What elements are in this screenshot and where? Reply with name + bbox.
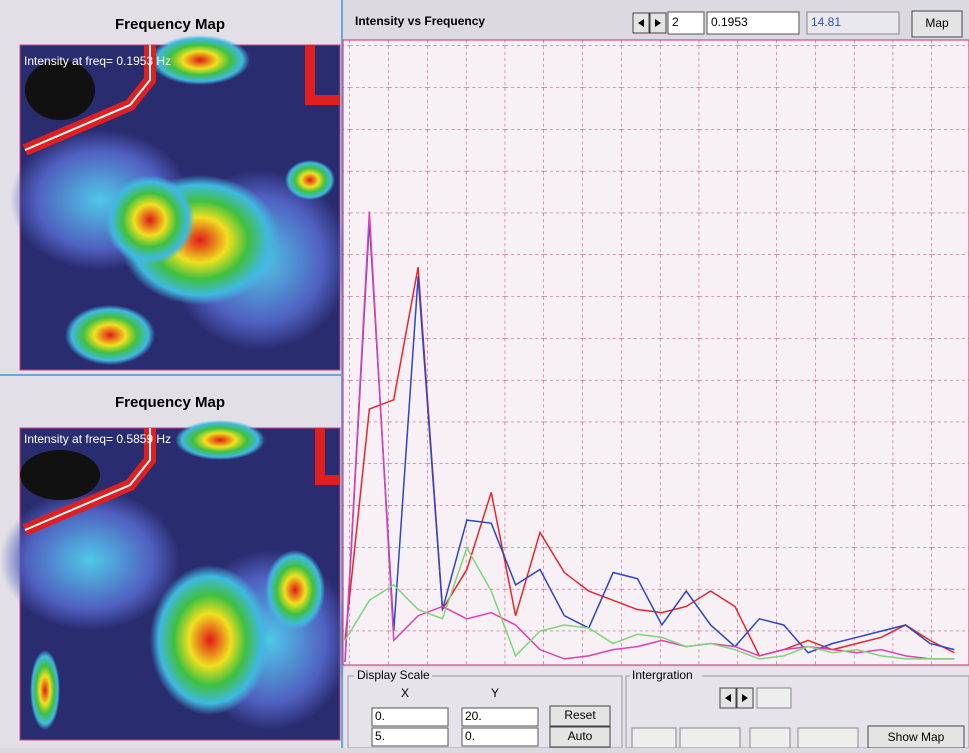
x-label: X [401,686,409,700]
map-caption: Intensity at freq= 0.1953 Hz [24,54,171,68]
integration-field [631,727,677,749]
integration-field [679,727,741,749]
x-max-input[interactable] [371,727,449,747]
y-label: Y [491,686,499,700]
auto-button[interactable] [549,726,611,748]
map-title: Frequency Map [115,394,225,411]
reset-label: Reset [564,708,596,722]
arrow-icon [742,694,748,702]
x-max: 5. [375,729,385,743]
x-min: 0. [375,709,385,723]
chart-title: Intensity vs Frequency [355,14,485,28]
group-label-bg [630,670,702,682]
intensity-value: 14.81 [811,15,841,29]
frequency-input[interactable] [706,11,800,35]
plot-grid [343,40,969,665]
plot-lines [344,211,955,663]
group-title: Intergration [632,668,693,682]
index-input[interactable] [667,11,705,35]
integration-field [749,727,791,749]
group-label-bg [354,670,432,682]
frequency-map-image [0,420,350,741]
index-value: 2 [672,15,679,29]
map-title: Frequency Map [115,16,225,33]
series-line [344,546,955,660]
integration-field [756,687,792,709]
map-caption: Intensity at freq= 0.5859 Hz [24,432,171,446]
y-max-input[interactable] [461,707,539,727]
y-max: 20. [465,709,482,723]
map-button-label: Map [925,16,949,30]
group-title: Display Scale [357,668,430,682]
arrow-icon [655,19,661,27]
reset-button[interactable] [549,705,611,727]
y-min: 0. [465,729,475,743]
map-button[interactable] [911,10,963,38]
show-map-label: Show Map [888,730,945,744]
intensity-field [806,11,900,35]
y-min-input[interactable] [461,727,539,747]
arrow-icon [725,694,731,702]
integration-field [797,727,859,749]
series-line [344,220,955,663]
frequency-map-image [10,35,350,371]
auto-label: Auto [568,729,593,743]
arrow-icon [638,19,644,27]
series-line [344,266,955,657]
x-min-input[interactable] [371,707,449,727]
frequency-value: 0.1953 [711,15,748,29]
